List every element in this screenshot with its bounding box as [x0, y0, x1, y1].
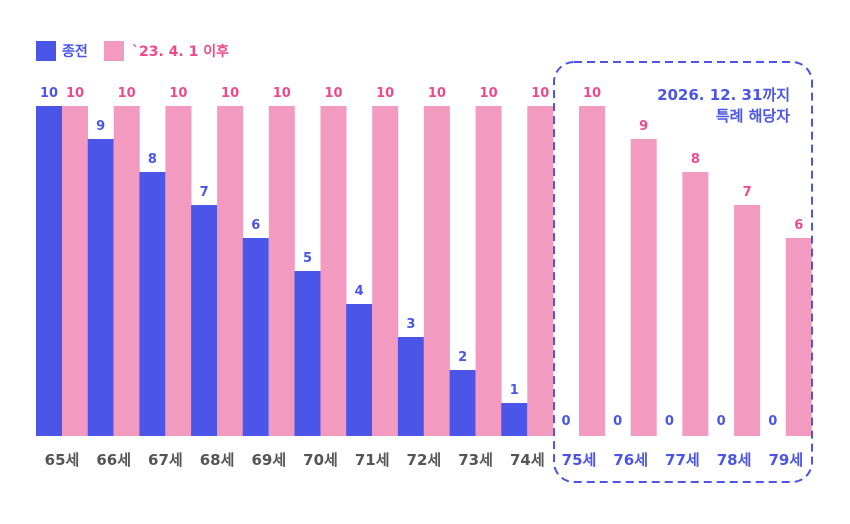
x-tick-label: 76세: [613, 451, 648, 469]
bar-series-1: [423, 106, 450, 436]
bar-series-1: [113, 106, 140, 436]
data-label-series-0: 8: [148, 152, 157, 167]
legend-swatch-series-0: [36, 41, 56, 61]
x-tick-label: 72세: [407, 451, 442, 469]
data-label-series-1: 10: [583, 86, 601, 101]
bar-series-1: [630, 139, 657, 436]
x-tick-label: 74세: [510, 451, 545, 469]
x-tick-label: 75세: [562, 451, 597, 469]
bar-series-1: [165, 106, 192, 436]
bar-series-0: [346, 304, 373, 436]
x-tick-label: 73세: [458, 451, 493, 469]
bar-series-1: [475, 106, 502, 436]
data-label-series-0: 0: [613, 414, 622, 429]
data-label-series-1: 9: [639, 119, 648, 134]
x-tick-label: 67세: [148, 451, 183, 469]
data-label-series-1: 10: [221, 86, 239, 101]
annotation-line-1: 2026. 12. 31까지: [657, 86, 790, 104]
data-label-series-1: 10: [480, 86, 498, 101]
bar-series-0: [501, 403, 528, 436]
bar-series-0: [36, 106, 62, 436]
data-label-series-1: 10: [324, 86, 342, 101]
bars: 10 1065세91066세81067세71068세61069세51070세410…: [36, 86, 812, 469]
bar-series-1: [62, 106, 88, 436]
x-tick-label: 78세: [717, 451, 752, 469]
data-label-series-0: 4: [355, 284, 364, 299]
data-label-series-1: 10: [169, 86, 187, 101]
data-label-series-0: 0: [717, 414, 726, 429]
data-label-series-1: 10: [273, 86, 291, 101]
x-tick-label: 66세: [96, 451, 131, 469]
bar-series-1: [320, 106, 347, 436]
data-label-series-0: 0: [561, 414, 570, 429]
data-label-series-0: 7: [200, 185, 209, 200]
data-label-series-0: 6: [251, 218, 260, 233]
bar-series-1: [682, 172, 709, 436]
bar-series-0: [449, 370, 476, 436]
data-label-series-1: 8: [691, 152, 700, 167]
data-label-series-0: 9: [96, 119, 105, 134]
legend-label-series-1: `23. 4. 1 이후: [132, 43, 229, 60]
annotation: 2026. 12. 31까지 특례 해당자: [553, 61, 813, 483]
annotation-dashed-box: [553, 61, 813, 483]
data-label-series-0: 0: [665, 414, 674, 429]
data-label-series-0: 2: [458, 350, 467, 365]
bar-series-0: [139, 172, 166, 436]
x-tick-label: 68세: [200, 451, 235, 469]
legend-label-series-0: 종전: [62, 43, 88, 60]
bar-series-1: [734, 205, 761, 436]
x-tick-label: 77세: [665, 451, 700, 469]
x-tick-label: 70세: [303, 451, 338, 469]
data-label-series-1: 10: [118, 86, 136, 101]
data-label-series-1: 10: [376, 86, 394, 101]
bar-series-0: [397, 337, 424, 436]
x-tick-label: 79세: [768, 451, 803, 469]
x-tick-label: 65세: [45, 451, 80, 469]
data-label-series-1: 10: [66, 86, 84, 101]
data-label-series-0: 1: [510, 383, 519, 398]
data-label-series-0: 5: [303, 251, 312, 266]
bar-series-0: [242, 238, 269, 436]
annotation-line-2: 특례 해당자: [716, 107, 790, 125]
bar-series-0: [294, 271, 321, 436]
bar-series-1: [579, 106, 605, 436]
legend: 종전 `23. 4. 1 이후: [36, 41, 229, 61]
bar-series-1: [527, 106, 554, 436]
data-label-series-1: 10: [428, 86, 446, 101]
x-tick-label: 69세: [251, 451, 286, 469]
data-label-series-1: 10: [531, 86, 549, 101]
x-tick-label: 71세: [355, 451, 390, 469]
bar-series-0: [191, 205, 218, 436]
bar-series-0: [87, 139, 114, 436]
data-label-series-1: 7: [743, 185, 752, 200]
bar-series-1: [785, 238, 812, 436]
legend-swatch-series-1: [104, 41, 124, 61]
data-label-series-0: 10: [40, 86, 58, 101]
bar-series-1: [372, 106, 399, 436]
data-label-series-0: 3: [406, 317, 415, 332]
bar-series-1: [268, 106, 295, 436]
data-label-series-0: 0: [768, 414, 777, 429]
data-label-series-1: 6: [794, 218, 803, 233]
bar-series-1: [217, 106, 244, 436]
